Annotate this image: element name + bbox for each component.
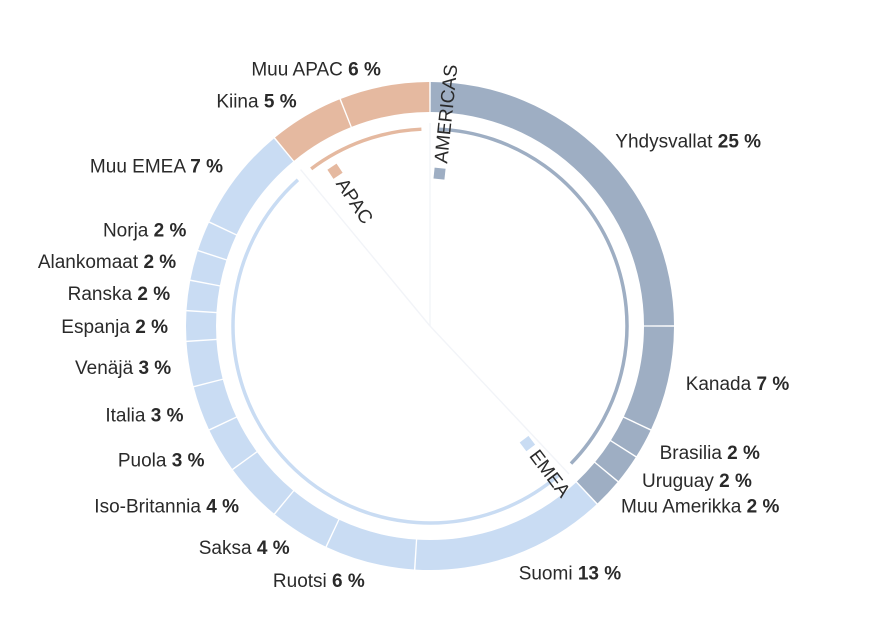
label-kiina: Kiina 5 % (216, 92, 296, 113)
region-swatch-apac (327, 163, 343, 179)
region-arcs (231, 127, 629, 525)
slice-italia (193, 379, 237, 430)
label-uruguay: Uruguay 2 % (642, 471, 752, 492)
region-label-emea: EMEA (519, 435, 574, 502)
region-swatch-americas (433, 167, 446, 180)
region-label-apac: APAC (327, 163, 377, 229)
slice-muu-emea (209, 138, 294, 235)
slice-espanja (186, 311, 217, 341)
region-text-apac: APAC (331, 175, 376, 229)
label-ruotsi: Ruotsi 6 % (273, 571, 365, 592)
label-saksa: Saksa 4 % (199, 538, 290, 559)
slice-muu-amerikka (576, 462, 618, 504)
slice-ruotsi (326, 519, 416, 570)
slice-suomi (415, 482, 597, 571)
slice-puola (209, 417, 257, 469)
slice-iso-britannia (233, 452, 294, 514)
slice-brasilia (611, 417, 651, 457)
region-arc-apac (310, 127, 422, 171)
region-arc-americas (438, 127, 629, 465)
slice-uruguay (595, 441, 636, 481)
divider-emea (429, 325, 570, 475)
slice-ranska (186, 281, 220, 312)
slice-yhdysvallat (430, 82, 674, 326)
label-muu-apac: Muu APAC 6 % (251, 60, 381, 81)
slice-saksa (275, 491, 339, 547)
label-iso-britannia: Iso-Britannia 4 % (94, 496, 239, 517)
label-venaja: Venäjä 3 % (75, 358, 171, 379)
label-yhdysvallat: Yhdysvallat 25 % (615, 132, 761, 153)
label-alankomaat: Alankomaat 2 % (38, 252, 176, 273)
region-text-americas: AMERICAS (431, 63, 462, 164)
outer-ring (186, 82, 674, 571)
label-brasilia: Brasilia 2 % (660, 443, 760, 464)
label-muu-emea: Muu EMEA 7 % (90, 156, 223, 177)
region-swatch-emea (519, 435, 536, 452)
label-norja: Norja 2 % (103, 221, 187, 242)
label-ranska: Ranska 2 % (68, 284, 171, 305)
label-puola: Puola 3 % (118, 450, 205, 471)
label-kanada: Kanada 7 % (686, 374, 790, 395)
label-muu-amerikka: Muu Amerikka 2 % (621, 496, 780, 517)
slice-muu-apac (340, 82, 430, 127)
slice-kanada (623, 326, 674, 430)
slice-labels: Yhdysvallat 25 % Kanada 7 % Brasilia 2 % Ur… (38, 60, 790, 592)
divider-apac (300, 169, 431, 327)
slice-alankomaat (190, 251, 227, 286)
slice-norja (198, 222, 237, 260)
region-label-americas: AMERICAS (431, 63, 462, 180)
label-italia: Italia 3 % (105, 406, 183, 427)
slice-kiina (275, 99, 351, 161)
label-suomi: Suomi 13 % (519, 564, 622, 585)
region-arc-emea (231, 178, 560, 525)
label-espanja: Espanja 2 % (61, 317, 168, 338)
slice-venaja (186, 340, 223, 386)
region-dividers (300, 123, 570, 475)
